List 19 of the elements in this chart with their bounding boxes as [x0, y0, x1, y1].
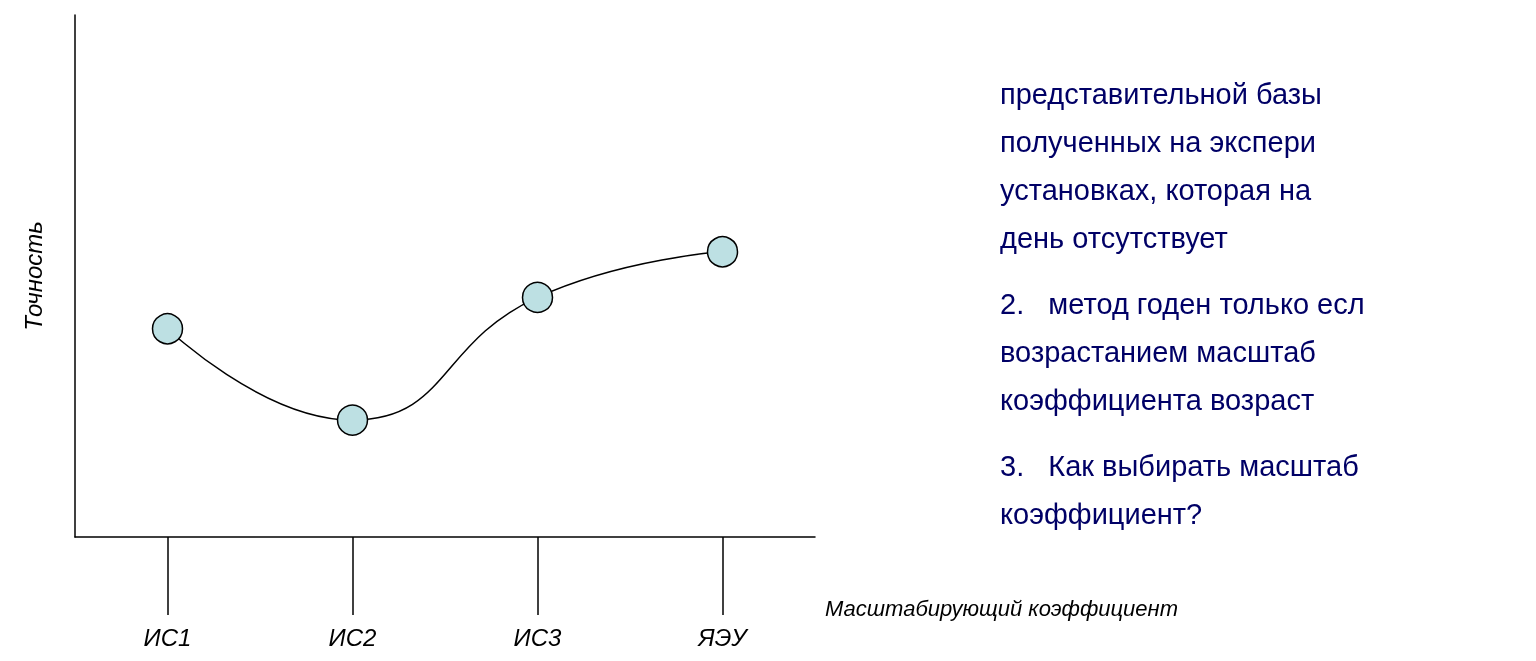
text: представительной базы	[1000, 77, 1323, 112]
point	[151, 313, 184, 345]
x-tick-label: ИС2	[328, 623, 377, 651]
y-axis-title: Точность	[19, 221, 47, 331]
point	[336, 404, 369, 436]
point	[706, 236, 739, 268]
text: день отсутствует	[1000, 221, 1229, 256]
text: 3. Как выбирать масштаб	[1000, 449, 1360, 484]
text: коэффициент?	[1000, 497, 1204, 532]
x-tick-label: ЯЭУ	[696, 623, 750, 651]
x-axis-title: Масштабирующий коэффициент	[825, 595, 1179, 621]
text: возрастанием масштаб	[1000, 335, 1317, 370]
x-tick-label: ИС3	[513, 623, 563, 651]
x-tick-label: ИС1	[143, 623, 192, 651]
text: коэффициента возраст	[1000, 383, 1316, 418]
point	[521, 281, 554, 314]
text: установках, которая на	[1000, 173, 1313, 208]
text: 2. метод годен только есл	[1000, 287, 1365, 322]
text: полученных на экспери	[1000, 125, 1317, 160]
